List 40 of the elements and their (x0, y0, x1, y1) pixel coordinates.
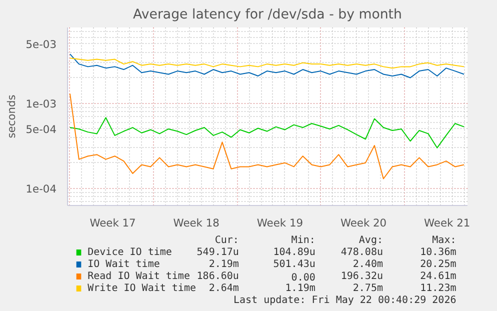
x-tick-label: Week 17 (90, 216, 136, 230)
y-tick-label: 1e-03 (26, 97, 57, 110)
text: 2.64m (208, 283, 239, 294)
text: 20.25m (420, 259, 456, 270)
text: 10.36m (420, 247, 456, 258)
y-tick-label: 5e-04 (26, 122, 57, 136)
legend-label: Read IO Wait time (88, 271, 190, 282)
y-axis-title: seconds (4, 94, 18, 138)
text: Avg: (358, 235, 384, 246)
line-series (69, 54, 465, 78)
x-tick-label: Week 18 (173, 216, 220, 230)
text: 478.08u (340, 247, 384, 258)
text: 196.32u (340, 271, 384, 282)
text: 0.00 (291, 272, 316, 284)
legend-label: IO Wait time (88, 259, 160, 270)
text: 2.75m (352, 283, 383, 294)
text: Last update: Fri May 22 00:40:29 2026 (233, 295, 456, 306)
text: Cur: (214, 235, 239, 246)
x-tick-label: Week 19 (256, 216, 304, 230)
y-tick-label: 5e-03 (26, 38, 57, 51)
text: Min: (291, 235, 316, 246)
chart-title: Average latency for /dev/sda - by month (133, 8, 402, 22)
y-tick-label: 1e-04 (26, 182, 57, 196)
x-tick-label: Week 20 (340, 216, 387, 230)
text: 549.17u (196, 247, 239, 258)
text: 11.23m (420, 283, 456, 294)
legend-label: Write IO Wait time (88, 283, 196, 294)
text: 1.19m (285, 283, 316, 294)
text: 24.61m (420, 271, 456, 282)
text: 2.40m (352, 259, 383, 270)
legend-label: Device IO time (88, 247, 172, 258)
text: 2.19m (208, 259, 239, 270)
x-tick-label: Week 21 (424, 216, 470, 230)
text: 104.89u (273, 247, 316, 258)
text: 186.60u (196, 271, 239, 282)
line-series (69, 58, 465, 69)
line-series (69, 117, 465, 148)
text: 501.43u (273, 259, 316, 270)
line-series (69, 93, 465, 180)
text: Max: (432, 235, 456, 246)
